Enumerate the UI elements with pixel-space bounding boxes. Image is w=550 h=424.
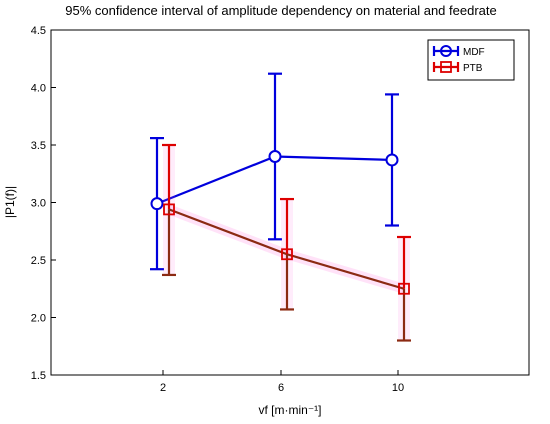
legend-item-mdf: MDF [432,45,485,58]
y-tick-label: 3.0 [31,198,46,210]
x-tick-label: 6 [278,382,284,394]
legend: MDF PTB [427,39,515,81]
y-tick-label: 2.5 [31,255,46,267]
legend-marker [440,45,452,57]
legend-item-ptb: PTB [432,61,483,74]
y-axis-title: |P1(f)| [3,186,17,218]
data-point [281,248,293,261]
series-layer [150,72,411,342]
x-axis-title: vf [m·min⁻¹] [259,403,322,417]
x-tick-label: 2 [160,382,166,394]
data-point [150,197,164,211]
legend-box [427,39,515,81]
x-tick-label: 10 [392,382,404,394]
y-tick-label: 4.5 [31,25,46,37]
y-tick-label: 2.0 [31,313,46,325]
data-point [268,150,282,163]
legend-label: MDF [463,47,485,58]
y-axis: 1.5 2.0 2.5 3.0 3.5 4.0 4.5 [31,25,56,382]
x-axis: 2 6 10 [160,370,404,394]
y-tick-label: 1.5 [31,370,46,382]
chart-title: 95% confidence interval of amplitude dep… [65,3,496,18]
y-tick-label: 3.5 [31,140,46,152]
data-point [163,203,175,216]
series-mdf [150,72,399,271]
legend-marker [440,61,452,73]
y-tick-label: 4.0 [31,83,46,95]
data-point [398,282,410,295]
legend-label: PTB [463,63,483,74]
series-ptb [162,143,411,342]
data-point [385,153,399,167]
